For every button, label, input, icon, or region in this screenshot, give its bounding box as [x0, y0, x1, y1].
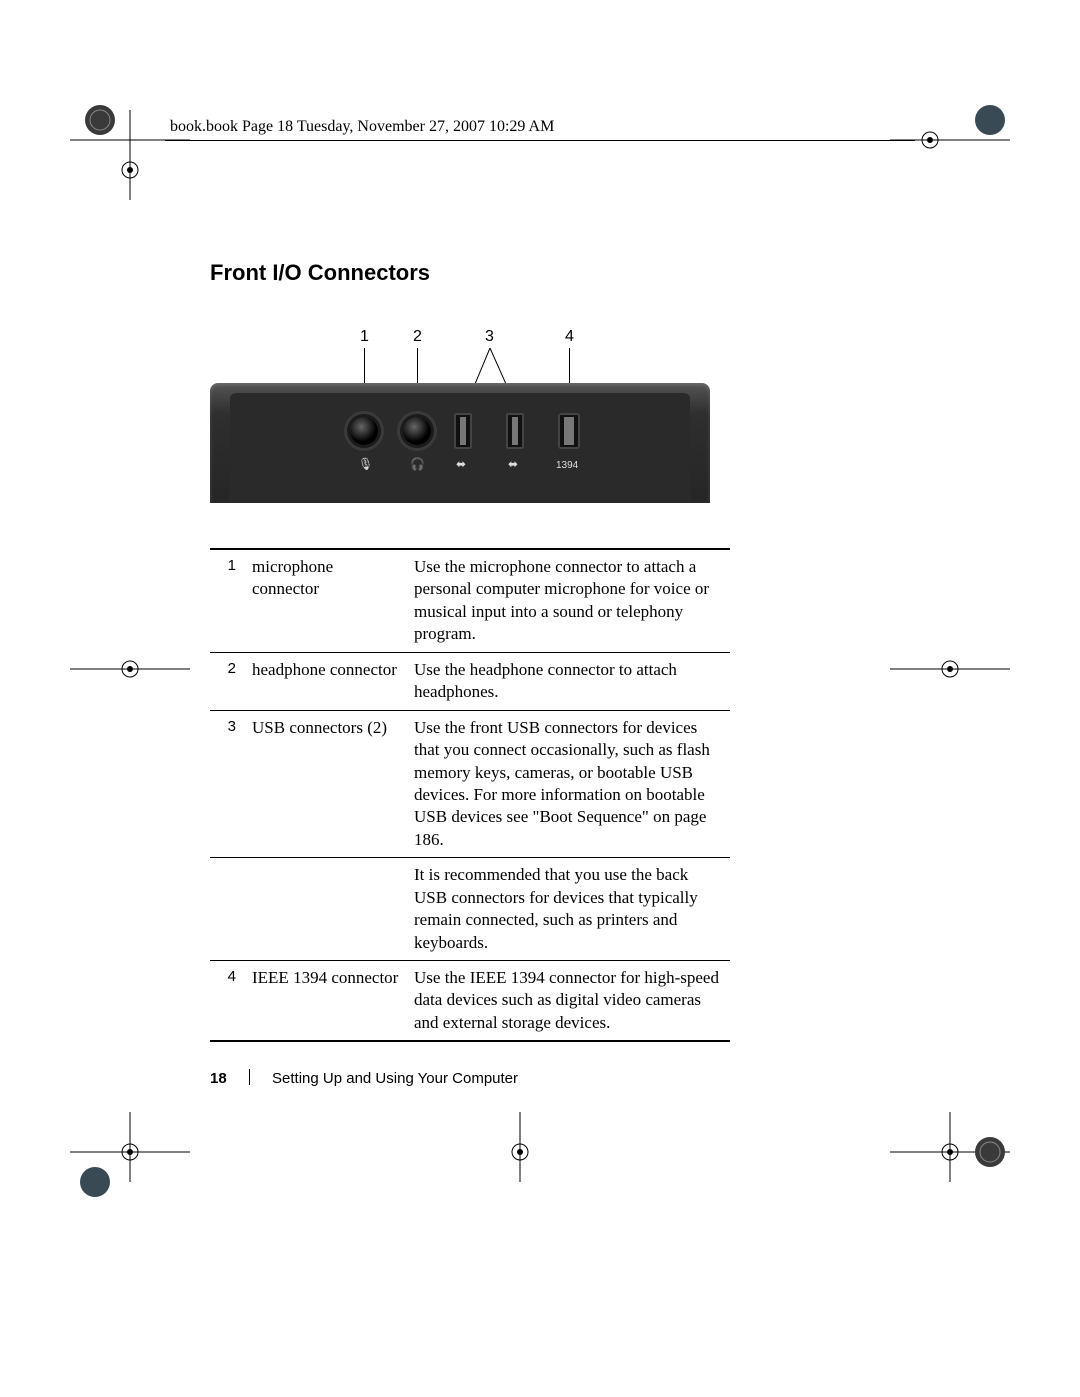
usb-label-icon: ⬌	[508, 457, 518, 471]
crop-mark-bottom-center	[480, 1112, 600, 1232]
usb-port-icon	[454, 413, 472, 449]
usb-label-icon: ⬌	[456, 457, 466, 471]
device-panel: 🎙 🎧 ⬌ ⬌ 1394	[210, 383, 710, 503]
chapter-title: Setting Up and Using Your Computer	[272, 1070, 518, 1087]
row-num: 2	[210, 652, 246, 710]
header-rule	[165, 140, 915, 141]
callout-1: 1	[360, 328, 369, 346]
callout-2: 2	[413, 328, 422, 346]
row-desc: Use the microphone connector to attach a…	[408, 549, 730, 652]
crop-mark-mid-left	[70, 639, 190, 759]
row-desc: Use the IEEE 1394 connector for high-spe…	[408, 961, 730, 1042]
footer-divider	[249, 1069, 250, 1085]
connectors-table: 1 microphone connector Use the microphon…	[210, 548, 730, 1042]
ieee1394-label: 1394	[556, 460, 578, 471]
headphone-label-icon: 🎧	[410, 457, 425, 471]
crop-mark-mid-right	[890, 639, 1010, 759]
row-num: 4	[210, 961, 246, 1042]
row-desc: It is recommended that you use the back …	[408, 858, 730, 961]
front-io-diagram: 1 2 3 4 🎙 🎧 ⬌	[210, 328, 710, 508]
headphone-jack-icon	[403, 417, 431, 445]
section-title: Front I/O Connectors	[210, 260, 730, 286]
callout-3: 3	[485, 328, 494, 346]
mic-label-icon: 🎙	[358, 457, 373, 471]
callout-4: 4	[565, 328, 574, 346]
row-num: 3	[210, 710, 246, 858]
usb-port-icon	[506, 413, 524, 449]
mic-jack-icon	[350, 417, 378, 445]
row-name: USB connectors (2)	[246, 710, 408, 858]
page-number: 18	[210, 1070, 227, 1087]
row-name	[246, 858, 408, 961]
row-desc: Use the headphone connector to attach he…	[408, 652, 730, 710]
row-name: IEEE 1394 connector	[246, 961, 408, 1042]
row-num: 1	[210, 549, 246, 652]
crop-mark-bottom-left	[70, 1112, 190, 1232]
row-name: microphone connector	[246, 549, 408, 652]
running-header: book.book Page 18 Tuesday, November 27, …	[170, 118, 554, 136]
row-desc: Use the front USB connectors for devices…	[408, 710, 730, 858]
ieee1394-port-icon	[558, 413, 580, 449]
crop-mark-bottom-right	[890, 1112, 1010, 1232]
row-name: headphone connector	[246, 652, 408, 710]
page-footer: 18 Setting Up and Using Your Computer	[210, 1069, 518, 1087]
row-num	[210, 858, 246, 961]
